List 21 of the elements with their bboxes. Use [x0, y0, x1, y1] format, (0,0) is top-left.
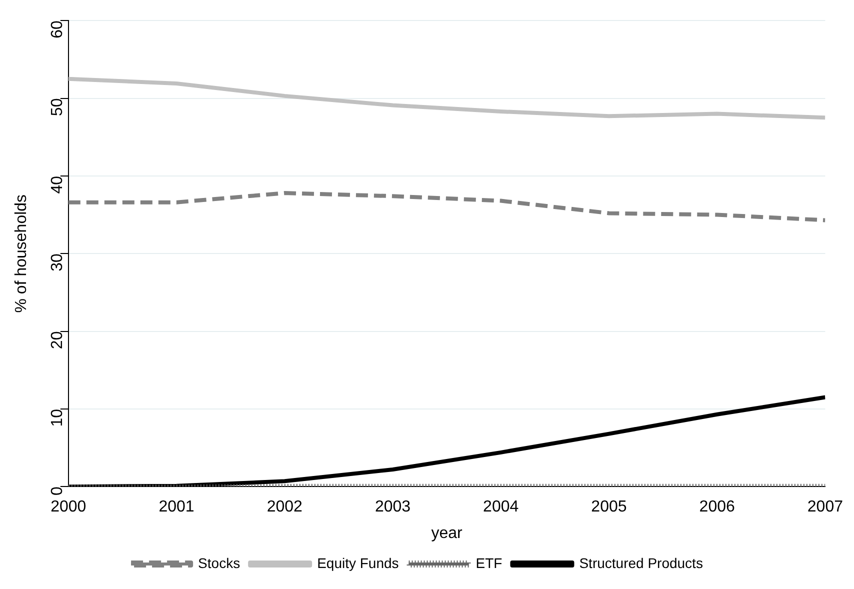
y-tick-label: 0 — [48, 486, 66, 496]
x-axis-title: year — [431, 524, 464, 542]
x-tick-label: 2007 — [807, 498, 844, 516]
y-tick-label: 40 — [48, 176, 66, 194]
y-tick-label: 60 — [48, 20, 66, 38]
x-tick-label: 2002 — [266, 498, 303, 516]
x-tick-label: 2000 — [50, 498, 86, 516]
x-tick-label: 2001 — [158, 498, 194, 516]
legend-label: Stocks — [198, 554, 240, 571]
y-tick-label: 20 — [48, 331, 66, 350]
y-axis-title: % of households — [13, 194, 30, 313]
legend-label: ETF — [476, 554, 502, 571]
y-tick-label: 50 — [48, 98, 66, 116]
y-tick-label: 10 — [48, 408, 66, 427]
x-tick-label: 2004 — [483, 498, 519, 516]
x-tick-label: 2003 — [374, 498, 411, 516]
x-tick-label: 2006 — [699, 498, 735, 516]
legend-label: Structured Products — [579, 554, 703, 571]
x-tick-label: 2005 — [591, 498, 627, 516]
y-tick-label: 30 — [48, 254, 66, 272]
legend-label: Equity Funds — [317, 554, 399, 571]
